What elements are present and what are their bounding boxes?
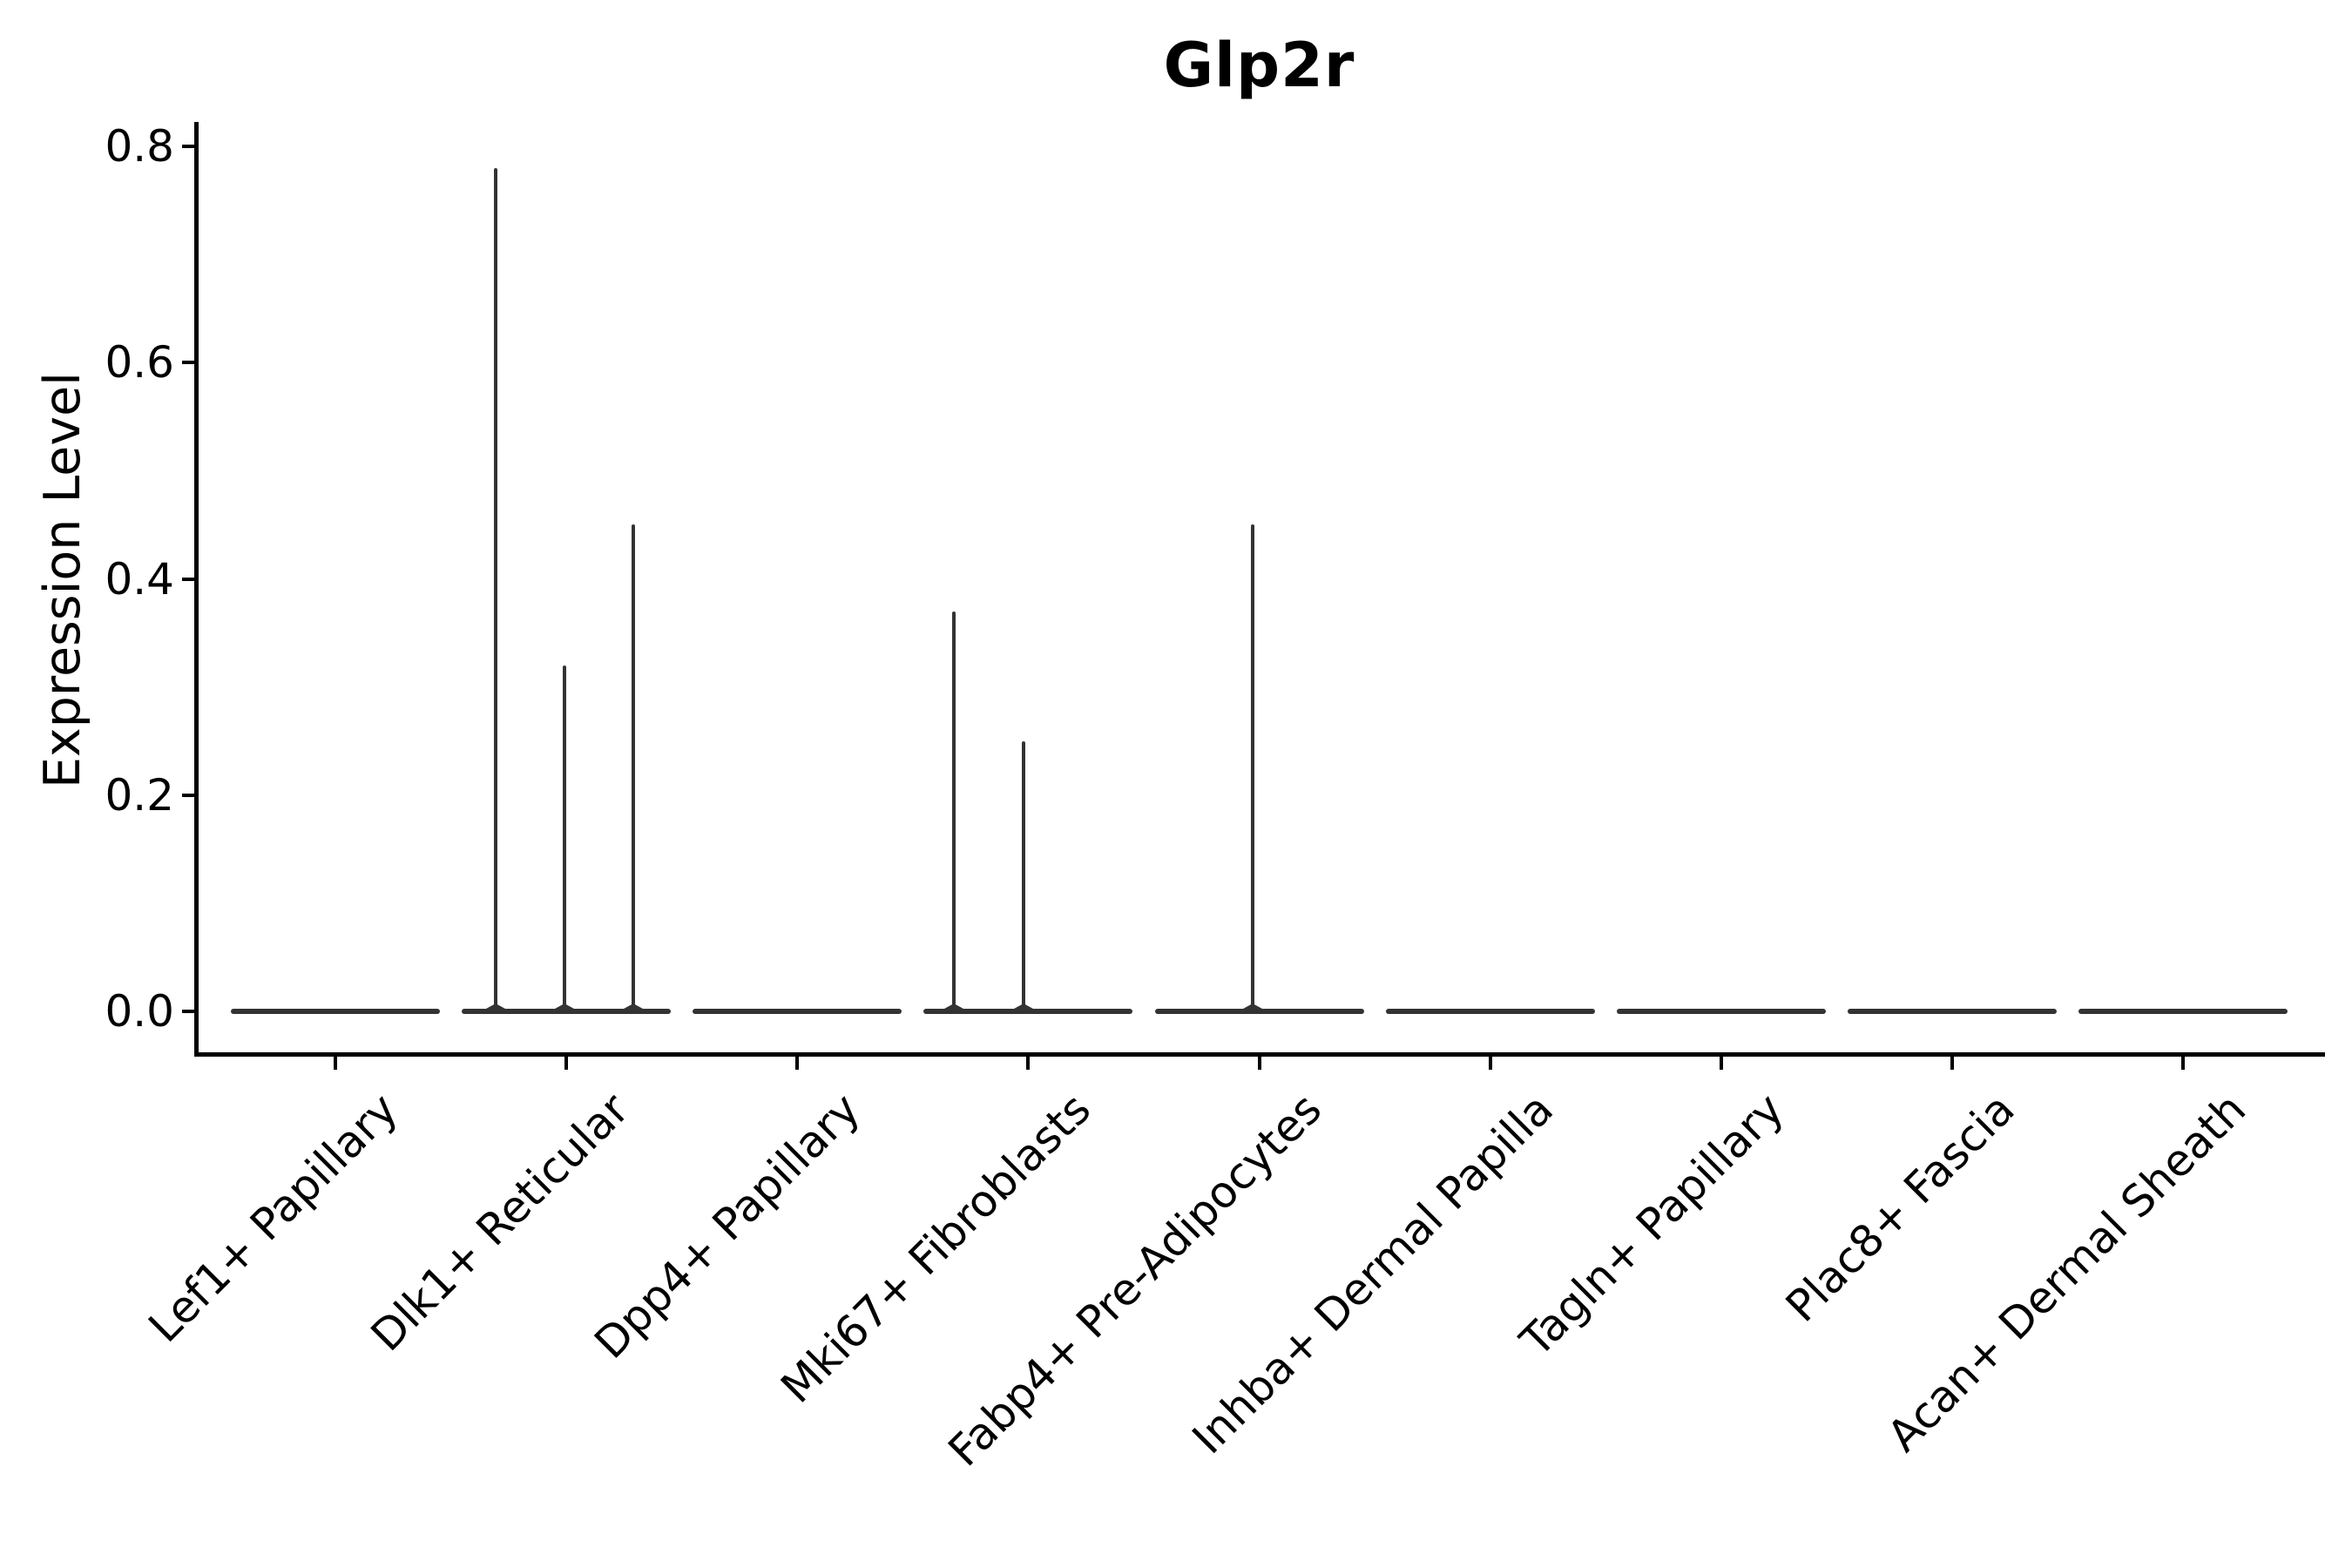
violin-spike — [632, 524, 636, 1013]
violin-spike-base — [486, 1004, 506, 1009]
violin-body — [462, 1009, 672, 1014]
violin-spike-base — [944, 1004, 964, 1009]
violin-body — [1385, 1009, 1595, 1014]
x-axis-tick — [1026, 1057, 1031, 1070]
violin-body — [1154, 1009, 1364, 1014]
x-axis-spine — [194, 1052, 2325, 1057]
violin-body — [693, 1009, 902, 1014]
violin-body — [2078, 1009, 2288, 1014]
y-axis-tick — [182, 145, 195, 148]
violin-spike-base — [1242, 1004, 1262, 1009]
violin-body — [1616, 1009, 1826, 1014]
violin-spike-base — [555, 1004, 575, 1009]
x-axis-tick — [334, 1057, 337, 1070]
violin-body — [923, 1009, 1133, 1014]
x-axis-tick — [1257, 1057, 1261, 1070]
y-tick-label: 0.8 — [105, 121, 174, 172]
x-axis-tick — [2181, 1057, 2185, 1070]
x-axis-tick — [795, 1057, 800, 1070]
y-axis-tick — [182, 793, 195, 797]
x-tick-label: Fabp4+ Pre-Adipocytes — [939, 1084, 1332, 1477]
violin-spike-base — [624, 1004, 644, 1009]
violin-body — [231, 1009, 440, 1014]
y-tick-label: 0.4 — [105, 553, 174, 605]
y-axis-tick — [182, 1010, 195, 1013]
y-tick-label: 0.6 — [105, 337, 174, 389]
violin-body — [1847, 1009, 2057, 1014]
violin-spike — [494, 167, 498, 1013]
x-tick-label: Plac8+ Fascia — [1776, 1084, 2024, 1332]
y-axis-tick — [182, 577, 195, 581]
y-axis-spine — [194, 122, 199, 1057]
y-axis-label: Expression Level — [34, 372, 91, 788]
x-axis-tick — [564, 1057, 569, 1070]
violin-spike — [952, 611, 956, 1013]
x-tick-label: Lef1+ Papillary — [139, 1084, 409, 1353]
y-axis-tick — [182, 361, 195, 365]
chart-title: Glp2r — [1163, 30, 1355, 101]
x-axis-tick — [1719, 1057, 1723, 1070]
violin-spike-base — [1014, 1004, 1034, 1009]
violin-spike — [563, 665, 567, 1013]
y-tick-label: 0.0 — [105, 986, 174, 1037]
x-axis-tick — [1488, 1057, 1492, 1070]
y-tick-label: 0.2 — [105, 769, 174, 821]
violin-spike — [1250, 524, 1254, 1013]
violin-spike — [1022, 740, 1026, 1013]
x-axis-tick — [1950, 1057, 1954, 1070]
